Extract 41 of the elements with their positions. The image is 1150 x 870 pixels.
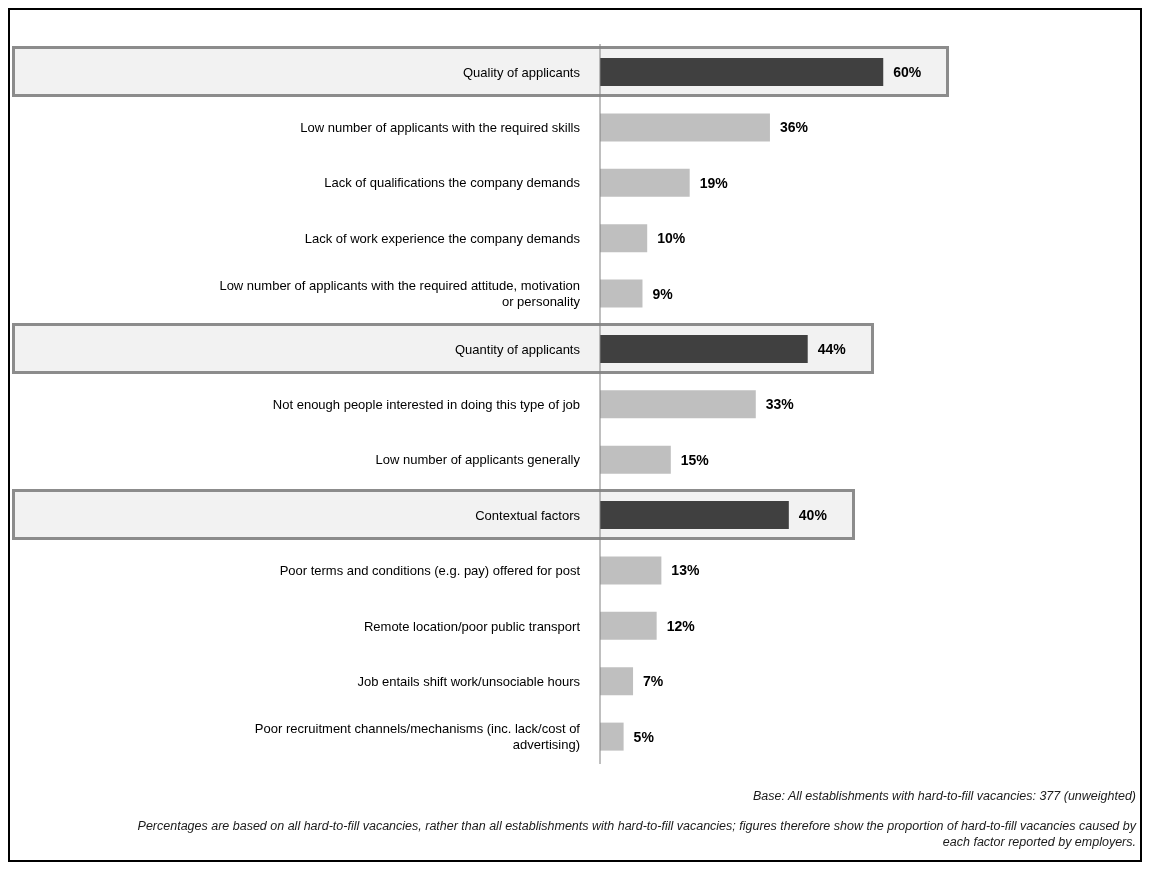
bar (600, 611, 657, 640)
y-tick-label: Low number of applicants with the required attitude, motivation or personality (219, 277, 581, 309)
bar (600, 667, 634, 696)
bar (600, 58, 884, 86)
data-label: 60% (893, 63, 922, 80)
y-tick-label: Job entails shift work/unsociable hours (357, 673, 581, 689)
y-tick-label: Remote location/poor public transport (363, 618, 581, 634)
bar (600, 168, 690, 197)
y-tick-label: Lack of work experience the company demands (304, 230, 581, 246)
text: Percentages are based on all hard-to-fill vacancies, rather than all establishments with hard-to-fill vacancies; figures therefore show the proportion of hard-to-fill vacancies caused by each factor reported by employers. (136, 818, 1136, 850)
data-label: 7% (643, 673, 664, 690)
bar (600, 722, 624, 751)
data-label: 10% (657, 230, 686, 247)
data-label: 15% (680, 451, 710, 468)
y-tick-label: Quality of applicants (462, 64, 581, 80)
data-label: 36% (779, 119, 809, 136)
data-label: 13% (671, 562, 700, 579)
data-label: 44% (817, 340, 847, 357)
data-label: 12% (666, 617, 696, 634)
y-tick-label: Lack of qualifications the company demands (324, 174, 581, 190)
bar (600, 113, 770, 142)
bar (600, 334, 808, 363)
y-tick-label: Low number of applicants with the required skills (300, 119, 581, 135)
text: Base: All establishments with hard-to-fill vacancies: 377 (unweighted) (751, 788, 1136, 804)
data-label: 19% (699, 174, 729, 191)
y-tick-label: Contextual factors (475, 507, 581, 523)
bar (600, 224, 648, 253)
y-tick-label: Poor recruitment channels/mechanisms (inc. lack/cost of advertising) (254, 720, 581, 752)
data-label: 40% (798, 507, 828, 524)
y-tick-label: Low number of applicants generally (375, 451, 581, 467)
data-label: 33% (765, 396, 795, 413)
bar (600, 556, 662, 585)
y-tick-label: Quantity of applicants (454, 341, 581, 357)
bar (600, 445, 671, 474)
data-label: 9% (652, 285, 674, 302)
bar (600, 501, 789, 530)
bar (600, 390, 756, 419)
bar (600, 279, 643, 308)
y-tick-label: Poor terms and conditions (e.g. pay) offered for post (279, 562, 581, 578)
data-label: 5% (633, 728, 655, 745)
y-tick-label: Not enough people interested in doing this type of job (272, 396, 580, 412)
